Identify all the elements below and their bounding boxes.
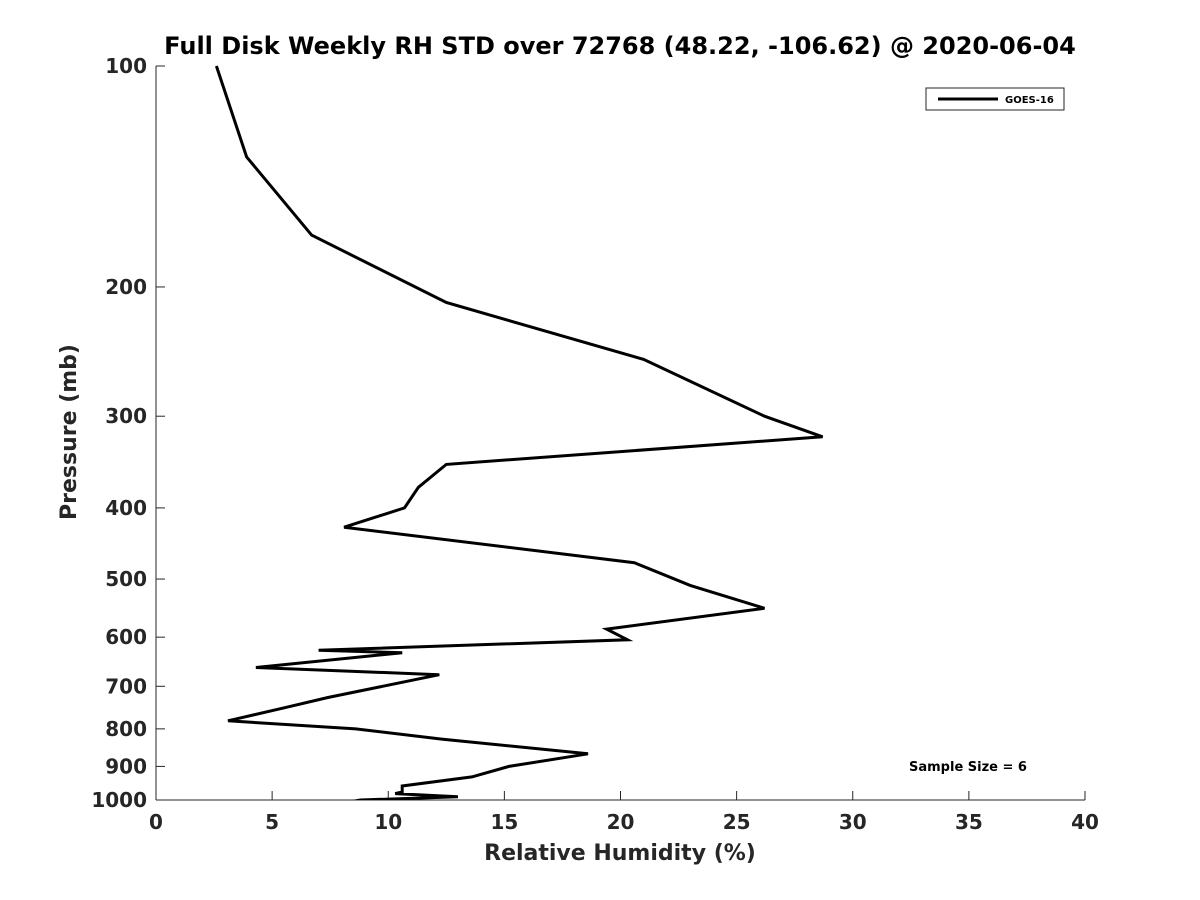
y-tick-label: 500 [105, 567, 147, 591]
x-tick-label: 15 [490, 810, 518, 834]
y-axis-label: Pressure (mb) [57, 344, 82, 520]
x-tick-label: 30 [839, 810, 867, 834]
x-tick-label: 0 [149, 810, 163, 834]
x-tick-label: 35 [955, 810, 983, 834]
x-tick-label: 40 [1071, 810, 1099, 834]
sample-size-annotation: Sample Size = 6 [909, 760, 1027, 775]
y-tick-label: 700 [105, 674, 147, 698]
x-tick-label: 5 [265, 810, 279, 834]
y-tick-label: 800 [105, 717, 147, 741]
series-line-0 [214, 65, 824, 800]
chart-title: Full Disk Weekly RH STD over 72768 (48.2… [164, 32, 1076, 60]
x-axis-label: Relative Humidity (%) [484, 841, 756, 866]
y-tick-label: 1000 [91, 788, 147, 812]
y-tick-label: 300 [105, 404, 147, 428]
x-tick-label: 25 [723, 810, 751, 834]
y-tick-label: 400 [105, 496, 147, 520]
x-tick-label: 10 [374, 810, 402, 834]
y-tick-label: 200 [105, 275, 147, 299]
legend-label-0: GOES-16 [1005, 95, 1054, 106]
y-tick-label: 900 [105, 754, 147, 778]
y-tick-label: 100 [105, 54, 147, 78]
x-tick-label: 20 [607, 810, 635, 834]
y-tick-label: 600 [105, 625, 147, 649]
